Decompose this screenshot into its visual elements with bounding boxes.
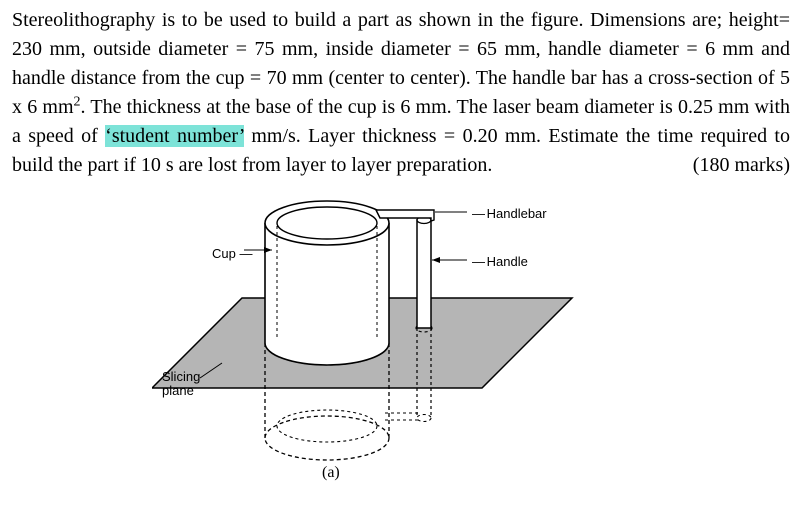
t-marks: (180 marks) bbox=[693, 151, 790, 180]
t-line1: Stereolithography is to be used to build… bbox=[12, 9, 722, 31]
t-highlight: ‘student number’ bbox=[105, 125, 244, 147]
label-handle: — Handle bbox=[472, 254, 528, 269]
t-line4b: . The thickness at the base of the cup i… bbox=[81, 96, 488, 118]
label-subfigure-a: (a) bbox=[322, 464, 340, 482]
leader-handle-arrow bbox=[432, 257, 440, 263]
cup-top-inner bbox=[277, 207, 377, 239]
label-cup: Cup — bbox=[212, 246, 251, 261]
handle-rod bbox=[417, 220, 431, 328]
label-slicing-1: Slicing bbox=[162, 369, 200, 384]
label-handlebar: — Handlebar bbox=[472, 206, 547, 221]
cup-inner-bottom bbox=[277, 410, 377, 442]
problem-statement: Stereolithography is to be used to build… bbox=[12, 6, 790, 180]
label-cup-text: Cup bbox=[212, 246, 236, 261]
label-slicing-plane: Slicing plane bbox=[162, 370, 200, 399]
t-line5b: mm/s. Layer bbox=[244, 125, 355, 147]
cup-diagram bbox=[152, 188, 622, 488]
label-slicing-2: plane bbox=[162, 383, 194, 398]
label-handlebar-text: Handlebar bbox=[487, 206, 547, 221]
cup-bottom-ellipse bbox=[265, 416, 389, 460]
t-line7: layer to layer preparation. bbox=[286, 154, 493, 176]
handle-bottom-cap bbox=[417, 415, 431, 422]
figure-container: Cup — — Handlebar — Handle Slicing plane… bbox=[12, 188, 790, 488]
t-sup2: 2 bbox=[74, 94, 81, 109]
label-handle-text: Handle bbox=[487, 254, 528, 269]
